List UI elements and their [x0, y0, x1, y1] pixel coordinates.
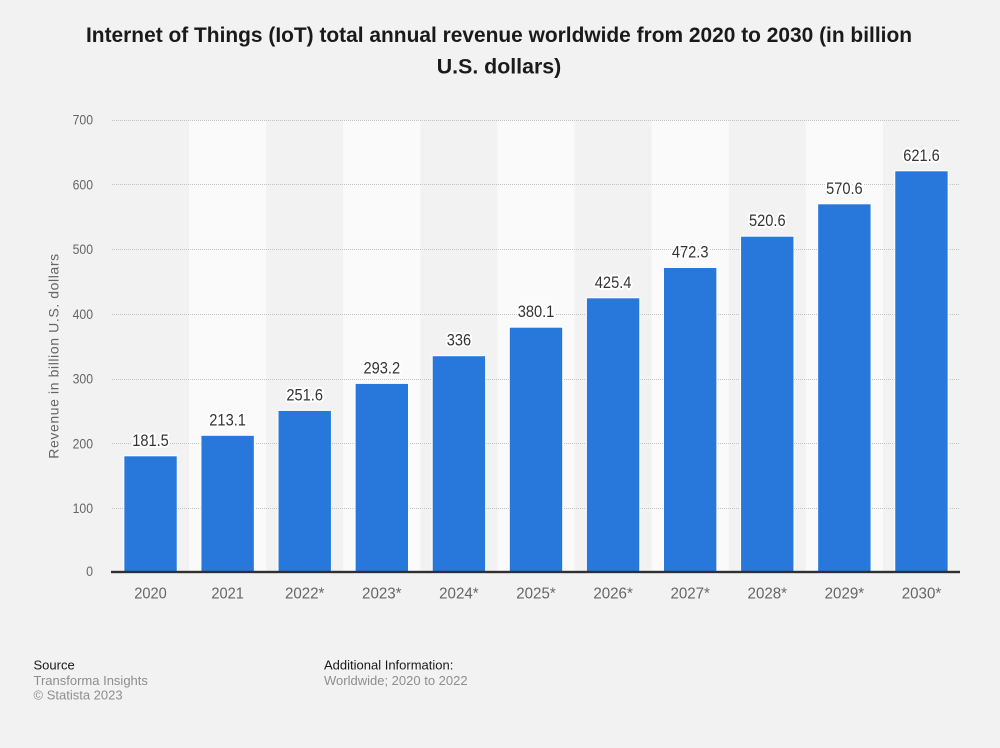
svg-text:2021: 2021 [211, 586, 244, 603]
svg-text:2030*: 2030* [902, 586, 942, 603]
svg-text:500: 500 [73, 242, 93, 257]
svg-text:2025*: 2025* [516, 586, 556, 603]
svg-text:2026*: 2026* [593, 586, 633, 603]
svg-text:100: 100 [73, 501, 93, 516]
svg-text:2022*: 2022* [285, 586, 325, 603]
svg-text:Internet of Things (IoT) total: Internet of Things (IoT) total annual re… [86, 23, 912, 47]
svg-text:570.6: 570.6 [826, 180, 863, 198]
svg-text:472.3: 472.3 [672, 244, 709, 262]
svg-text:336: 336 [447, 332, 471, 350]
svg-text:400: 400 [73, 307, 93, 322]
svg-text:2024*: 2024* [439, 586, 479, 603]
svg-text:Transforma Insights: Transforma Insights [34, 673, 149, 688]
svg-text:2027*: 2027* [670, 586, 710, 603]
svg-text:600: 600 [73, 178, 93, 193]
svg-text:Additional Information:: Additional Information: [324, 657, 453, 672]
svg-text:621.6: 621.6 [903, 147, 940, 165]
svg-text:213.1: 213.1 [209, 411, 246, 429]
svg-text:251.6: 251.6 [286, 386, 323, 404]
svg-text:300: 300 [73, 372, 93, 387]
svg-text:520.6: 520.6 [749, 212, 786, 230]
svg-text:2028*: 2028* [748, 586, 788, 603]
svg-text:200: 200 [73, 437, 93, 452]
svg-text:0: 0 [86, 564, 93, 579]
svg-text:2029*: 2029* [825, 586, 865, 603]
svg-text:Revenue in billion U.S. dollar: Revenue in billion U.S. dollars [46, 253, 62, 458]
svg-text:181.5: 181.5 [132, 432, 169, 450]
svg-text:425.4: 425.4 [595, 274, 632, 292]
svg-text:© Statista 2023: © Statista 2023 [34, 688, 123, 703]
svg-text:2020: 2020 [134, 586, 167, 603]
svg-text:293.2: 293.2 [364, 359, 401, 377]
svg-text:2023*: 2023* [362, 586, 402, 603]
svg-text:U.S. dollars): U.S. dollars) [437, 55, 562, 79]
svg-text:380.1: 380.1 [518, 303, 555, 321]
svg-text:Worldwide; 2020 to 2022: Worldwide; 2020 to 2022 [324, 673, 468, 688]
svg-text:700: 700 [73, 113, 93, 128]
svg-text:Source: Source [34, 657, 75, 672]
